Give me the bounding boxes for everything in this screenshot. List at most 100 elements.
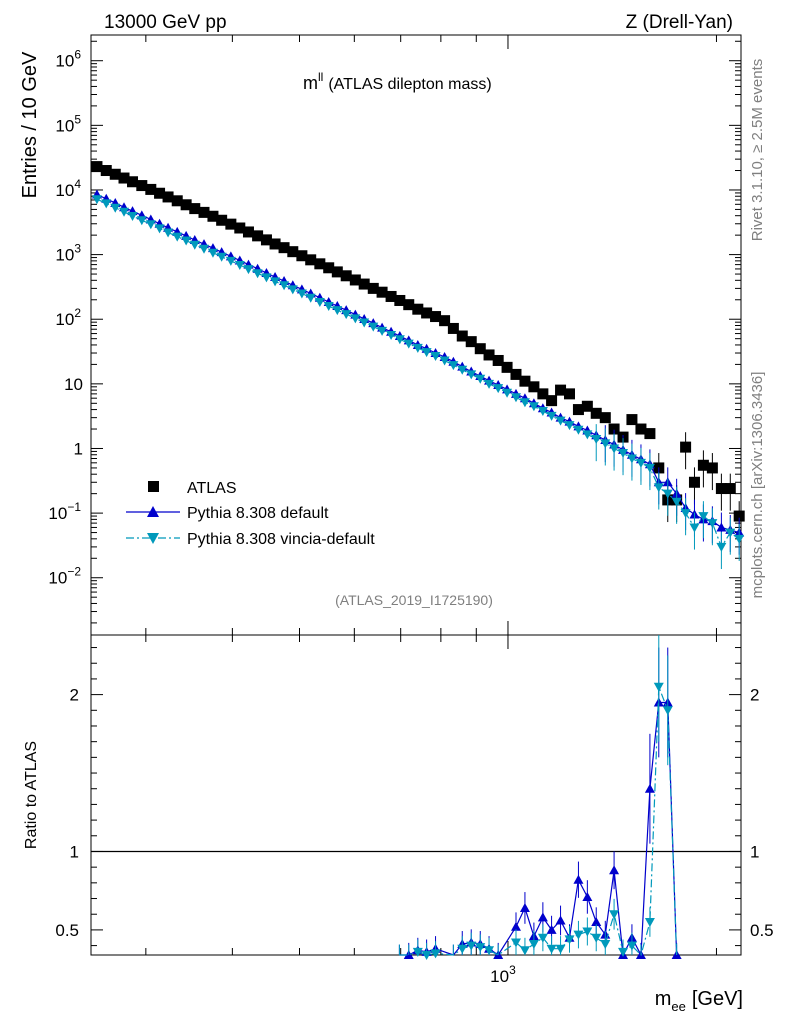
ratio-point-vincia: [618, 947, 629, 957]
header-left: 13000 GeV pp: [104, 12, 227, 33]
ratio-point-vincia: [555, 944, 566, 954]
main-y-tick-label: 104: [55, 177, 81, 200]
ratio-y-tick-label-right: 0.5: [750, 921, 774, 940]
data-point-atlas: [376, 286, 388, 298]
ratio-y-ticks: 2 2 1 1 0.5 0.5: [55, 647, 774, 947]
data-point-atlas: [287, 246, 299, 258]
ratio-point-default: [582, 891, 593, 901]
ratio-point-default: [510, 921, 521, 931]
data-point-atlas: [546, 395, 558, 407]
data-point-atlas: [510, 368, 522, 380]
data-point-atlas: [109, 168, 121, 180]
data-point-vincia: [618, 449, 629, 459]
main-y-tick-label-exp: −1: [67, 500, 81, 514]
data-point-vincia: [386, 331, 397, 341]
data-point-atlas: [394, 294, 406, 306]
ratio-point-vincia: [475, 943, 486, 953]
data-point-default: [716, 522, 727, 532]
main-y-axis-label: Entries / 10 GeV: [19, 51, 41, 198]
main-marks: [91, 161, 745, 570]
data-point-vincia: [484, 379, 495, 389]
data-point-vincia: [243, 265, 254, 275]
data-point-vincia: [573, 425, 584, 435]
ratio-y-tick-label: 1: [70, 842, 79, 861]
data-point-vincia: [296, 289, 307, 299]
data-point-atlas: [136, 180, 148, 192]
data-point-atlas: [189, 203, 201, 215]
data-point-vincia: [510, 393, 521, 403]
data-point-atlas: [216, 214, 228, 226]
ratio-point-vincia: [466, 941, 477, 951]
data-point-vincia: [671, 497, 682, 507]
rivet-label: Rivet 3.1.10, ≥ 2.5M events: [749, 59, 766, 242]
ratio-point-vincia: [582, 927, 593, 937]
main-y-tick-label: 103: [55, 242, 81, 265]
data-point-vincia: [653, 483, 664, 493]
data-point-vincia: [555, 416, 566, 426]
data-point-vincia: [582, 430, 593, 440]
data-point-atlas: [519, 375, 531, 387]
ratio-y-tick-label: 0.5: [55, 921, 79, 940]
data-point-vincia: [528, 402, 539, 412]
data-point-atlas: [127, 176, 139, 188]
data-point-vincia: [101, 199, 112, 209]
data-point-vincia: [350, 314, 361, 324]
main-y-tick-label-exp: 4: [74, 177, 81, 191]
data-point-atlas: [358, 278, 370, 290]
main-y-tick-label-exp: 3: [74, 242, 81, 256]
data-point-atlas: [599, 412, 611, 424]
data-point-vincia: [493, 384, 504, 394]
data-point-atlas: [252, 230, 264, 242]
data-point-atlas: [697, 459, 709, 471]
legend-pythia-vincia-label: Pythia 8.308 vincia-default: [187, 531, 375, 548]
ratio-point-default: [537, 912, 548, 922]
data-point-vincia: [421, 348, 432, 358]
data-point-atlas: [564, 388, 576, 400]
data-point-vincia: [662, 489, 673, 499]
data-point-vincia: [154, 224, 165, 234]
data-point-vincia: [341, 310, 352, 320]
ratio-point-default: [546, 924, 557, 934]
header-right: Z (Drell-Yan): [626, 12, 733, 33]
data-point-vincia: [261, 273, 272, 283]
data-point-vincia: [403, 339, 414, 349]
main-y-tick-label: 105: [55, 112, 81, 135]
data-point-vincia: [716, 542, 727, 552]
data-point-atlas: [608, 423, 620, 435]
data-point-atlas: [234, 222, 246, 234]
data-point-vincia: [689, 523, 700, 533]
data-point-vincia: [475, 374, 486, 384]
data-point-atlas: [421, 307, 433, 319]
main-x-ticks: [145, 35, 717, 635]
data-point-vincia: [207, 248, 218, 258]
ratio-point-vincia: [546, 944, 557, 954]
main-y-tick-label-base: 10: [55, 310, 74, 329]
data-point-vincia: [287, 285, 298, 295]
ratio-point-vincia: [537, 933, 548, 943]
data-point-atlas: [171, 195, 183, 207]
data-point-vincia: [119, 207, 130, 217]
data-point-vincia: [323, 302, 334, 312]
data-point-atlas: [198, 206, 210, 218]
data-point-vincia: [368, 322, 379, 332]
data-point-vincia: [502, 388, 513, 398]
data-point-atlas: [385, 290, 397, 302]
ratio-y-axis-label: Ratio to ATLAS: [23, 741, 40, 849]
ratio-point-vincia: [421, 951, 432, 960]
data-point-atlas: [314, 258, 326, 270]
main-y-tick-label-base: 10: [55, 116, 74, 135]
data-point-atlas: [154, 187, 166, 199]
x-axis-label-rest: [GeV]: [692, 988, 743, 1010]
data-point-vincia: [252, 269, 263, 279]
data-point-atlas: [501, 361, 513, 373]
data-point-atlas: [430, 311, 442, 323]
data-point-atlas: [278, 242, 290, 254]
data-point-vincia: [127, 212, 138, 222]
ratio-point-vincia: [528, 940, 539, 950]
data-point-vincia: [172, 232, 183, 242]
plot-title-sup: ll: [318, 70, 323, 84]
ratio-point-vincia: [591, 933, 602, 943]
ratio-point-vincia: [600, 940, 611, 950]
data-point-atlas: [242, 226, 254, 238]
